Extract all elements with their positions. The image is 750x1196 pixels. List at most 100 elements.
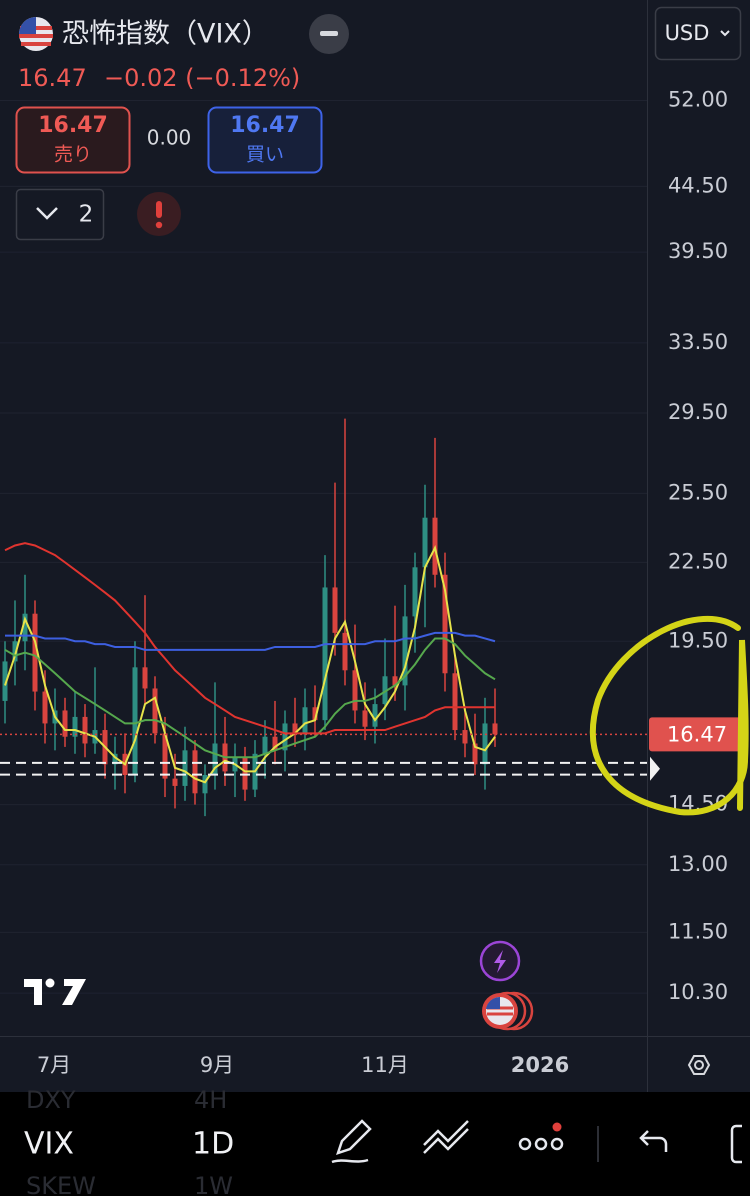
candle-body [412, 567, 418, 617]
candle-body [192, 750, 198, 794]
candle-body [22, 613, 28, 642]
indicators-toggle[interactable]: 2 [15, 188, 105, 241]
y-tick-label: 44.50 [668, 173, 728, 197]
symbol-title: 恐怖指数（VIX） [62, 19, 269, 50]
flag-icon [19, 17, 53, 51]
candle-body [142, 667, 148, 689]
candle-body [242, 757, 248, 790]
candle-body [322, 587, 328, 721]
candle-body [112, 753, 118, 765]
y-tick-label: 25.50 [668, 480, 728, 504]
draw-tool[interactable] [331, 1119, 372, 1164]
candle-body [462, 730, 468, 744]
order-handle [650, 756, 660, 781]
buy-price: 16.47 [230, 113, 300, 138]
plot [0, 418, 660, 817]
spread: 0.00 [147, 126, 192, 150]
candle-body [212, 743, 218, 775]
y-tick-label: 33.50 [668, 330, 728, 354]
candle-body [72, 716, 78, 737]
candle-body [352, 670, 358, 711]
candle-body [82, 716, 88, 744]
candle-body [452, 673, 458, 731]
candle-body [472, 743, 478, 765]
y-tick-label: 10.30 [668, 980, 728, 1004]
y-tick-label: 39.50 [668, 239, 728, 263]
candle-body [2, 661, 8, 701]
candle-body [162, 733, 168, 779]
behind-symbol: DXY [26, 1086, 76, 1114]
candle-body [42, 691, 48, 724]
y-tick-label: 22.50 [668, 549, 728, 573]
candle-body [382, 676, 388, 705]
price-change: −0.02 (−0.12%) [104, 64, 300, 92]
last-price-tag [649, 717, 742, 752]
last-price-label: 16.47 [667, 722, 727, 746]
buy-label: 買い [246, 144, 284, 166]
moving-average [4, 637, 496, 759]
buy-button[interactable]: 16.47 買い [207, 106, 323, 174]
candle-body [272, 736, 278, 751]
behind-interval: 1W [194, 1172, 233, 1196]
sell-label: 売り [54, 144, 92, 166]
economic-events[interactable] [482, 991, 534, 1031]
candle-body [312, 707, 318, 721]
y-tick-label: 13.00 [668, 852, 728, 876]
candle-body [392, 676, 398, 686]
more-button[interactable] [518, 1122, 564, 1151]
behind-interval: 4H [194, 1086, 227, 1114]
candle-body [342, 632, 348, 671]
y-tick-label: 19.50 [668, 628, 728, 652]
time-axis: 7月 9月 11月 2026 [37, 1053, 569, 1077]
event-icon[interactable] [479, 940, 521, 982]
price-axis: 52.00 44.50 39.50 33.50 29.50 25.50 22.50 19.50… [649, 88, 742, 1004]
candle-body [492, 723, 498, 735]
candle-body [202, 774, 208, 794]
settings-icon[interactable] [687, 1055, 711, 1075]
currency-button[interactable]: USD [654, 6, 742, 61]
indicator-count: 2 [79, 202, 94, 228]
annotation-circle [589, 615, 749, 816]
tradingview-logo [24, 978, 86, 1005]
sell-button[interactable]: 16.47 売り [15, 106, 131, 174]
candle-body [292, 723, 298, 734]
candle-body [152, 688, 158, 734]
candle-body [172, 778, 178, 786]
candle-body [12, 641, 18, 662]
last-price: 16.47 [18, 64, 87, 92]
undo-button[interactable] [639, 1130, 668, 1152]
candle-body [402, 616, 408, 686]
candle-body [332, 587, 338, 633]
trend-tool[interactable] [423, 1120, 469, 1154]
candle-body [442, 574, 448, 674]
y-tick-label: 11.50 [668, 919, 728, 943]
redo-button[interactable] [730, 1124, 742, 1164]
candle-body [182, 750, 188, 786]
interval-button[interactable]: 1D [192, 1127, 234, 1162]
symbol-button[interactable]: VIX [24, 1127, 74, 1162]
candle-body [282, 723, 288, 751]
candle-body [62, 710, 68, 737]
candle-body [132, 667, 138, 775]
candle-body [302, 707, 308, 734]
candle-body [362, 710, 368, 727]
toolbar [0, 1092, 750, 1196]
y-tick-label: 52.00 [668, 88, 728, 112]
collapse-button[interactable] [309, 14, 349, 54]
x-tick-label: 11月 [361, 1053, 409, 1077]
candle-body [372, 704, 378, 727]
alert-icon[interactable] [137, 192, 181, 236]
moving-average [4, 542, 495, 735]
grid [0, 100, 647, 994]
candle-body [32, 613, 38, 692]
sell-price: 16.47 [38, 113, 108, 138]
currency: USD [665, 21, 710, 45]
behind-symbol: SKEW [26, 1172, 96, 1196]
moving-average [5, 631, 496, 651]
candle-body [422, 517, 428, 568]
candle-body [482, 723, 488, 765]
